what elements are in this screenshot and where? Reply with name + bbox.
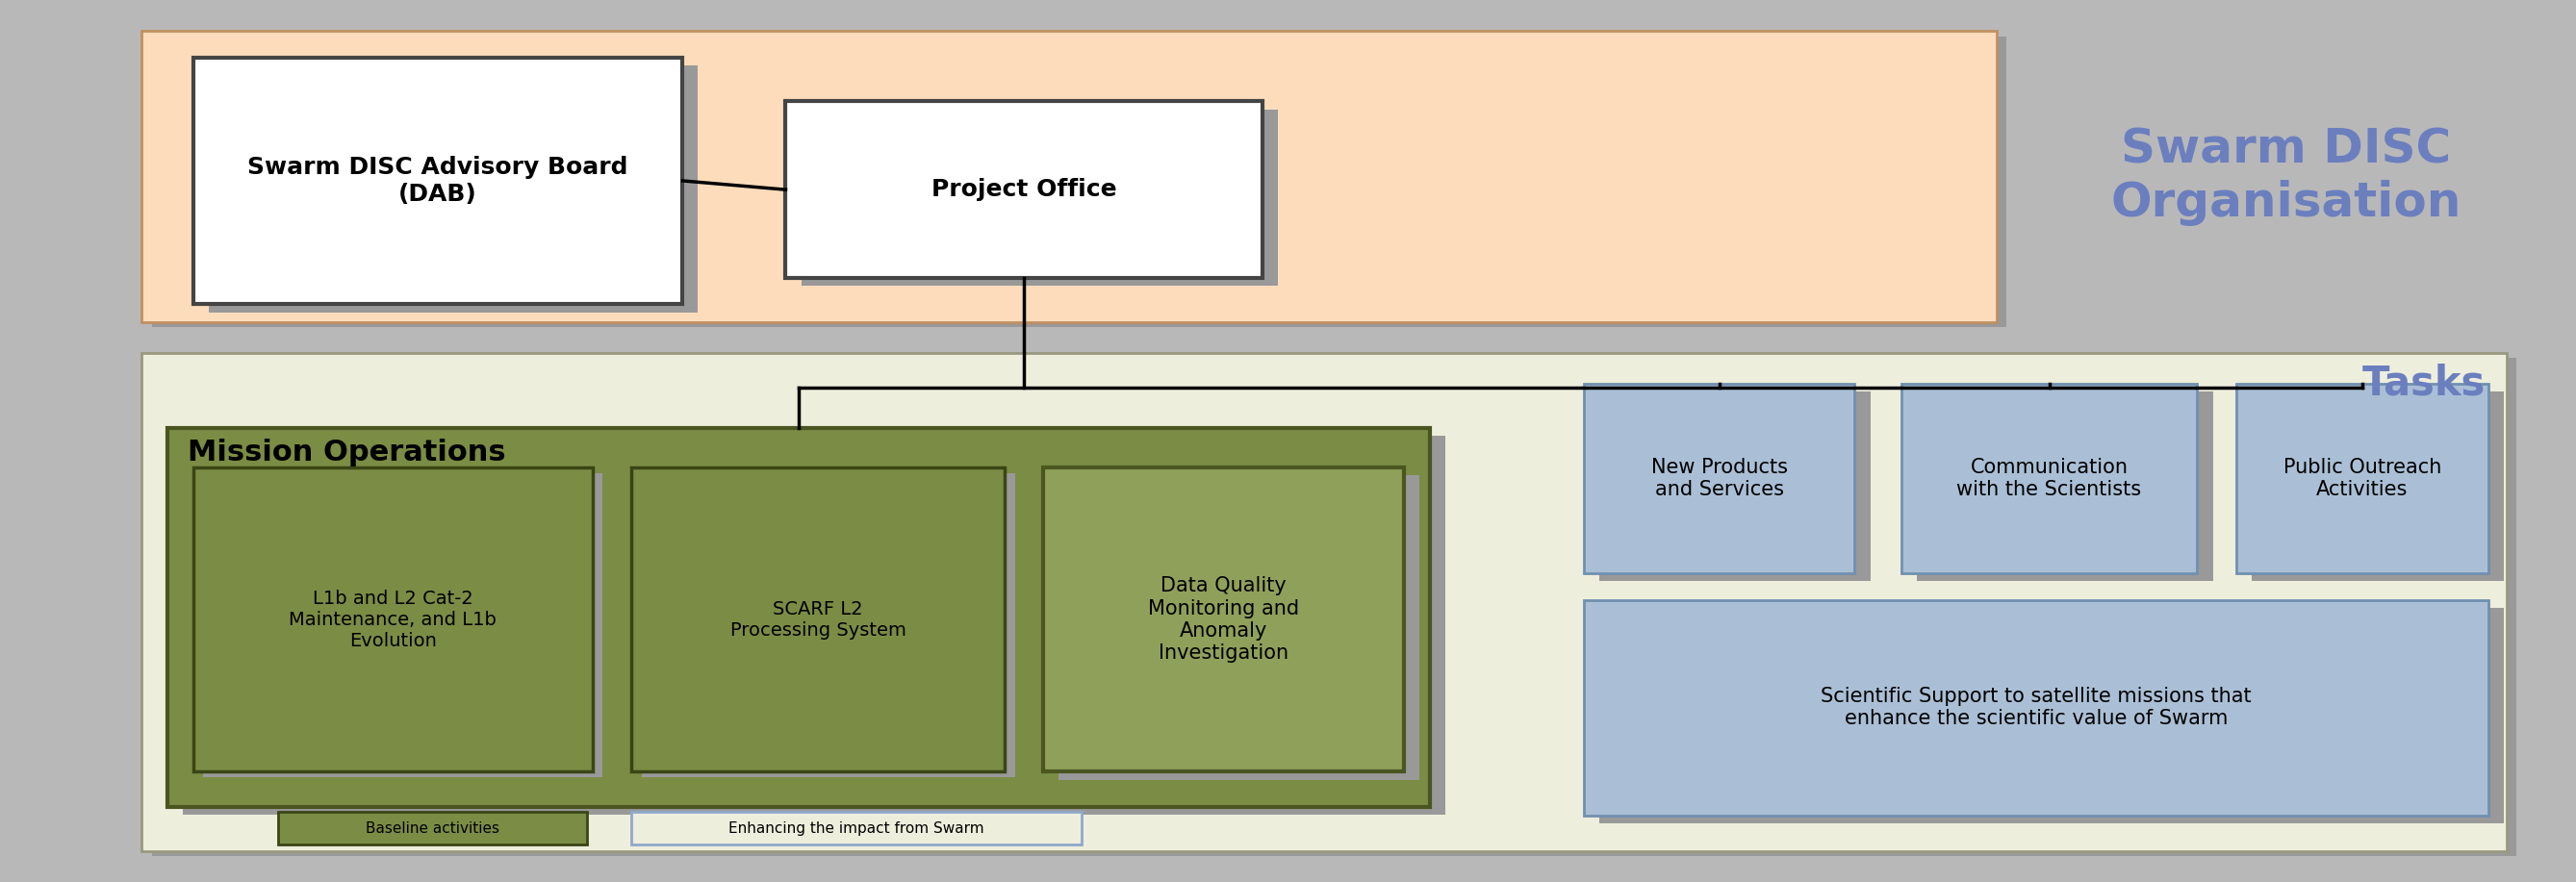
Text: Communication
with the Scientists: Communication with the Scientists	[1958, 458, 2141, 499]
FancyBboxPatch shape	[786, 101, 1262, 278]
Text: Project Office: Project Office	[933, 178, 1115, 201]
Text: Swarm DISC
Organisation: Swarm DISC Organisation	[2110, 127, 2463, 226]
FancyBboxPatch shape	[801, 109, 1278, 286]
Text: New Products
and Services: New Products and Services	[1651, 458, 1788, 499]
FancyBboxPatch shape	[1901, 384, 2197, 573]
FancyBboxPatch shape	[1600, 608, 2504, 824]
FancyBboxPatch shape	[193, 467, 592, 772]
FancyBboxPatch shape	[641, 473, 1015, 777]
FancyBboxPatch shape	[1917, 392, 2213, 581]
Text: Data Quality
Monitoring and
Anomaly
Investigation: Data Quality Monitoring and Anomaly Inve…	[1149, 577, 1298, 662]
FancyBboxPatch shape	[152, 358, 2517, 856]
FancyBboxPatch shape	[167, 428, 1430, 807]
Text: Scientific Support to satellite missions that
enhance the scientific value of Sw: Scientific Support to satellite missions…	[1821, 687, 2251, 729]
FancyBboxPatch shape	[183, 436, 1445, 815]
FancyBboxPatch shape	[1059, 475, 1419, 780]
Text: L1b and L2 Cat-2
Maintenance, and L1b
Evolution: L1b and L2 Cat-2 Maintenance, and L1b Ev…	[289, 589, 497, 650]
Text: Tasks: Tasks	[2362, 363, 2486, 404]
Text: Swarm DISC Advisory Board
(DAB): Swarm DISC Advisory Board (DAB)	[247, 156, 629, 206]
FancyBboxPatch shape	[631, 811, 1082, 845]
Text: Enhancing the impact from Swarm: Enhancing the impact from Swarm	[729, 821, 984, 835]
FancyBboxPatch shape	[204, 473, 603, 777]
FancyBboxPatch shape	[2236, 384, 2488, 573]
Text: Baseline activities: Baseline activities	[366, 821, 500, 835]
Text: SCARF L2
Processing System: SCARF L2 Processing System	[729, 600, 907, 639]
FancyBboxPatch shape	[631, 467, 1005, 772]
Text: Mission Operations: Mission Operations	[188, 438, 507, 467]
FancyBboxPatch shape	[142, 31, 1996, 322]
FancyBboxPatch shape	[142, 353, 2506, 851]
FancyBboxPatch shape	[278, 811, 587, 845]
Text: Public Outreach
Activities: Public Outreach Activities	[2282, 458, 2442, 499]
FancyBboxPatch shape	[193, 57, 683, 304]
FancyBboxPatch shape	[1043, 467, 1404, 772]
FancyBboxPatch shape	[152, 36, 2007, 327]
FancyBboxPatch shape	[1584, 384, 1855, 573]
FancyBboxPatch shape	[1600, 392, 1870, 581]
FancyBboxPatch shape	[209, 65, 698, 312]
FancyBboxPatch shape	[2251, 392, 2504, 581]
FancyBboxPatch shape	[1584, 600, 2488, 816]
